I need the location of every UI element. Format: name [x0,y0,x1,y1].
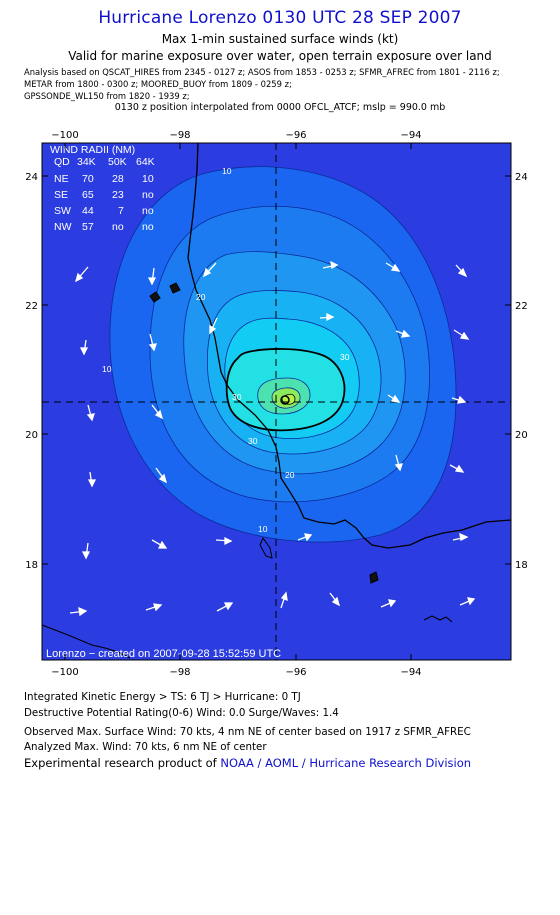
wind-radii-header-50k: 50K [108,156,127,168]
credit-line: Experimental research product of NOAA / … [24,756,471,770]
wind-radii-cell: 28 [112,173,124,185]
wind-radii-cell: 23 [112,189,124,201]
island-left [149,282,181,303]
observed-max-wind: Observed Max. Surface Wind: 70 kts, 4 nm… [24,726,471,738]
contour-label: 30 [232,392,242,402]
wind-radii-header-34k: 34K [77,156,96,168]
wind-radii-cell: 7 [118,205,124,217]
wind-radii-cell: no [142,205,154,217]
contour-label: 30 [248,436,258,446]
yucatan-coast [259,536,273,559]
axis-labels: −100 −98 −96 −94 −100 −98 −96 −94 24 22 … [25,130,527,678]
lon-tick-label: −98 [169,667,190,678]
storm-center-marker [280,395,290,405]
wind-radii-cell: 70 [82,173,94,185]
ike-line: Integrated Kinetic Energy > TS: 6 TJ > H… [24,691,301,703]
map-frame [41,142,512,661]
lon-tick-label: −94 [400,667,421,678]
island-right [423,615,453,623]
subtitle: Max 1-min sustained surface winds (kt) [161,32,399,46]
lon-tick-label: −94 [400,130,421,141]
wind-radii-cell: no [142,221,154,233]
page-title: Hurricane Lorenzo 0130 UTC 28 SEP 2007 [98,8,462,28]
axis-ticks [42,143,511,660]
analysis-line-1: Analysis based on QSCAT_HIRES from 2345 … [24,67,500,77]
wind-radii-header-64k: 64K [136,156,155,168]
wind-radii-cell: 57 [82,221,94,233]
wind-radii-cell: no [112,221,124,233]
wind-radii-header-qd: QD [54,156,70,168]
lat-tick-label: 18 [25,560,38,571]
wind-radii-cell: no [142,189,154,201]
lat-tick-label: 20 [515,430,528,441]
contour-label: 20 [285,470,295,480]
lon-tick-label: −100 [51,667,78,678]
lat-tick-label: 24 [515,172,528,183]
contour-labels: 10 10 20 20 30 30 30 10 [102,166,350,534]
credit-prefix: Experimental research product of [24,756,221,770]
lat-tick-label: 18 [515,560,528,571]
dpr-line: Destructive Potential Rating(0-6) Wind: … [24,707,339,719]
wind-radii-table: WIND RADII (NM) QD 34K 50K 64K NE 70 28 … [50,144,155,233]
wind-radii-title: WIND RADII (NM) [50,144,135,156]
interpolation-note: 0130 z position interpolated from 0000 O… [114,102,446,113]
inland-lake [369,571,379,584]
wind-radii-cell: NE [54,173,69,185]
contour-label: 30 [340,352,350,362]
analysis-line-2: METAR from 1800 - 0300 z; MOORED_BUOY fr… [24,79,292,89]
map-credit: Lorenzo − created on 2007-09-28 15:52:59… [46,648,281,660]
hrd-link[interactable]: NOAA / AOML / Hurricane Research Divisio… [220,756,472,770]
gulf-coast-lower [42,624,131,659]
lat-tick-label: 22 [515,301,528,312]
lon-tick-label: −96 [285,130,306,141]
lat-tick-label: 20 [25,430,38,441]
lon-tick-label: −98 [169,130,190,141]
contour-label: 10 [222,166,232,176]
wind-radii-cell: 10 [142,173,154,185]
lat-tick-label: 22 [25,301,38,312]
wind-radii-cell: 65 [82,189,94,201]
wind-radii-cell: NW [54,221,72,233]
lat-tick-label: 24 [25,172,38,183]
lon-tick-label: −96 [285,667,306,678]
analyzed-max-wind: Analyzed Max. Wind: 70 kts, 6 nm NE of c… [24,741,267,753]
mexico-coastline [187,143,511,549]
wind-radii-cell: 44 [82,205,94,217]
wind-radii-cell: SW [54,205,71,217]
analysis-line-3: GPSSONDE_WL150 from 1820 - 1939 z; [24,91,190,101]
wind-vectors [69,260,476,617]
lon-tick-label: −100 [51,130,78,141]
contour-label: 10 [258,524,268,534]
validity-note: Valid for marine exposure over water, op… [68,49,492,63]
contour-label: 20 [196,292,206,302]
wind-radii-cell: SE [54,189,68,201]
wind-analysis-map: 10 10 20 20 30 30 30 10 WIND RADII (NM) … [25,130,527,678]
contour-label: 10 [102,364,112,374]
